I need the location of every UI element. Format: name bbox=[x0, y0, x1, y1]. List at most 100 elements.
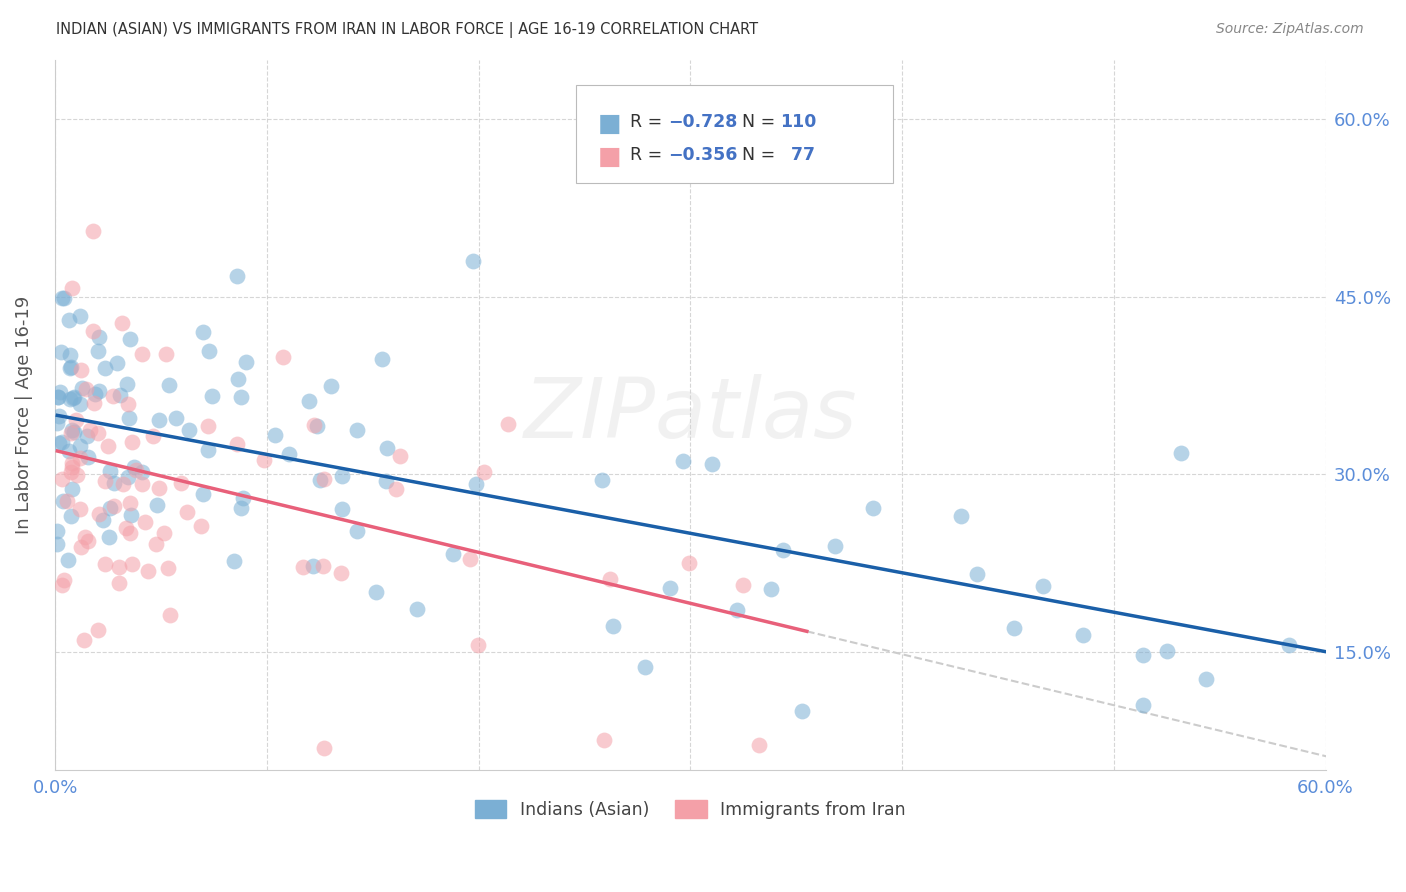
Point bbox=[51, 292, 73, 306]
Point bbox=[319, 379, 342, 393]
Point bbox=[226, 372, 249, 386]
Point bbox=[121, 435, 143, 450]
Point bbox=[346, 423, 368, 437]
Point bbox=[59, 359, 82, 374]
Point bbox=[170, 475, 193, 490]
Text: N =: N = bbox=[742, 146, 782, 164]
Point bbox=[49, 345, 72, 359]
Point bbox=[46, 390, 69, 404]
Point bbox=[302, 418, 325, 433]
Point bbox=[461, 254, 484, 268]
Point bbox=[305, 419, 328, 434]
Point bbox=[53, 291, 76, 305]
Point bbox=[226, 269, 249, 284]
Point bbox=[599, 572, 621, 586]
Point bbox=[496, 417, 519, 431]
Point bbox=[89, 330, 111, 344]
Point bbox=[291, 559, 314, 574]
Point bbox=[87, 426, 110, 441]
Point bbox=[66, 467, 89, 482]
Point bbox=[62, 390, 84, 404]
Text: ■: ■ bbox=[598, 112, 621, 136]
Point bbox=[201, 389, 224, 403]
Point bbox=[51, 578, 73, 592]
Point bbox=[77, 534, 100, 549]
Point bbox=[75, 530, 97, 544]
Text: R =: R = bbox=[630, 146, 668, 164]
Point bbox=[53, 573, 76, 587]
Point bbox=[224, 554, 246, 568]
Point bbox=[69, 439, 91, 453]
Point bbox=[179, 423, 201, 437]
Point bbox=[271, 350, 294, 364]
Point bbox=[253, 453, 276, 467]
Point bbox=[70, 540, 93, 554]
Point bbox=[46, 416, 69, 430]
Point bbox=[65, 413, 87, 427]
Point bbox=[235, 355, 257, 369]
Point bbox=[634, 660, 657, 674]
Point bbox=[60, 423, 83, 437]
Point bbox=[824, 540, 846, 554]
Point bbox=[87, 624, 110, 638]
Point bbox=[48, 435, 70, 450]
Point bbox=[226, 436, 249, 450]
Point bbox=[76, 450, 98, 464]
Point bbox=[1132, 698, 1154, 712]
Point bbox=[60, 466, 83, 480]
Point bbox=[59, 348, 82, 362]
Point bbox=[159, 608, 181, 623]
Point bbox=[330, 469, 353, 483]
Point bbox=[117, 397, 139, 411]
Text: N =: N = bbox=[742, 113, 782, 131]
Point bbox=[136, 564, 159, 578]
Point bbox=[790, 704, 813, 718]
Point bbox=[197, 344, 219, 359]
Point bbox=[146, 499, 169, 513]
Point bbox=[70, 381, 93, 395]
Point bbox=[121, 557, 143, 571]
Text: ■: ■ bbox=[598, 145, 621, 169]
Point bbox=[51, 472, 73, 486]
Point bbox=[60, 459, 83, 474]
Point bbox=[197, 418, 219, 433]
Point bbox=[153, 526, 176, 541]
Text: −0.356: −0.356 bbox=[668, 146, 737, 164]
Point bbox=[148, 481, 170, 495]
Point bbox=[658, 581, 681, 595]
Text: Source: ZipAtlas.com: Source: ZipAtlas.com bbox=[1216, 22, 1364, 37]
Point bbox=[98, 464, 121, 478]
Point bbox=[312, 472, 335, 486]
Point bbox=[63, 425, 86, 439]
Point bbox=[89, 384, 111, 398]
Point bbox=[59, 392, 82, 407]
Point bbox=[592, 733, 614, 747]
Point bbox=[107, 575, 129, 590]
Point bbox=[155, 347, 177, 361]
Point bbox=[157, 561, 180, 575]
Point bbox=[75, 382, 97, 396]
Point bbox=[346, 524, 368, 539]
Point bbox=[94, 474, 117, 488]
Point bbox=[672, 454, 695, 468]
Point bbox=[56, 493, 79, 508]
Y-axis label: In Labor Force | Age 16-19: In Labor Force | Age 16-19 bbox=[15, 296, 32, 534]
Point bbox=[190, 518, 212, 533]
Point bbox=[364, 585, 387, 599]
Text: R =: R = bbox=[630, 113, 668, 131]
Point bbox=[52, 494, 75, 508]
Point bbox=[263, 427, 285, 442]
Point bbox=[375, 441, 398, 455]
Point bbox=[191, 325, 214, 339]
Point bbox=[1132, 648, 1154, 662]
Point bbox=[118, 411, 141, 425]
Point bbox=[406, 601, 429, 615]
Text: ZIPatlas: ZIPatlas bbox=[523, 375, 858, 456]
Point bbox=[62, 391, 84, 405]
Point bbox=[197, 442, 219, 457]
Point bbox=[308, 473, 330, 487]
Point bbox=[120, 332, 142, 346]
Point bbox=[59, 360, 82, 375]
Point bbox=[97, 439, 120, 453]
Point bbox=[131, 476, 153, 491]
